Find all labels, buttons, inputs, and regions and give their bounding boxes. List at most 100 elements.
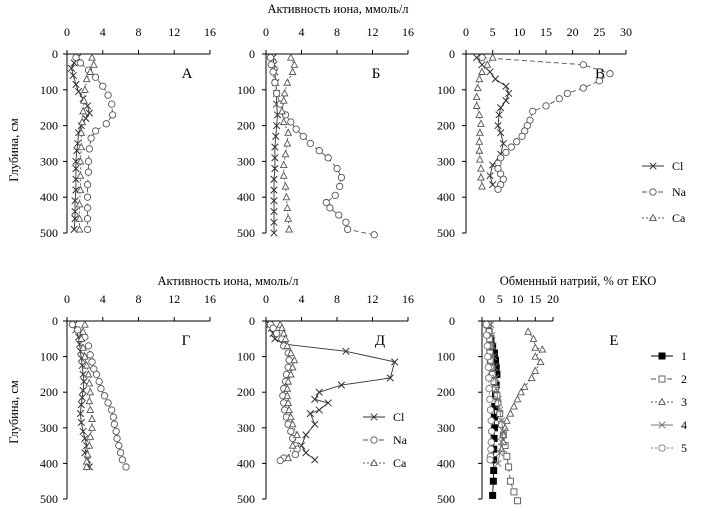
legend-label: Ca [672,211,686,225]
x-tick-label: 10 [512,292,524,306]
y-tick-label: 500 [237,226,255,240]
data-point [478,182,486,190]
legend-marker [649,188,657,196]
data-point [529,107,537,115]
legend-label: Cl [393,410,405,424]
data-point [482,331,491,339]
data-point [102,120,110,128]
data-point [270,175,278,183]
panel-2: 0 4 8 12 16 0 100 200 300 400 500 Б [237,25,414,240]
y-tick-label: 0 [449,47,455,61]
panel-1: 0 4 8 12 16 0 100 200 300 400 500 А [40,25,216,240]
data-point [527,373,536,382]
x-tick-label: 16 [402,292,414,306]
x-tick-label: 4 [299,25,305,39]
data-point [280,89,289,97]
legend-marker [649,162,657,170]
data-point [518,132,526,140]
data-point [279,329,288,337]
panel-5: 0 4 8 12 16 0 100 200 300 400 500 Д Cl Na Ca [237,292,414,506]
data-point [299,132,307,140]
data-point [496,449,504,457]
data-point [472,101,481,109]
data-point [520,382,529,390]
data-point [276,456,284,465]
y-tick-label: 300 [237,154,255,168]
data-point [476,173,485,181]
x-tick-label: 12 [168,292,180,306]
data-point [497,104,505,112]
data-point [79,386,87,395]
data-point [285,225,294,233]
y-axis-title-top: Глубина, см [7,118,21,182]
y-tick-label: 100 [437,350,455,364]
data-point [326,204,334,212]
data-point [487,427,496,436]
data-point [272,329,281,338]
data-point [87,134,95,142]
data-point [489,491,497,499]
y-tick-label: 300 [237,421,255,435]
data-point [487,417,495,425]
series-line [73,324,90,468]
data-point [115,441,123,450]
y-tick-label: 100 [437,83,455,97]
data-point [485,384,493,393]
data-point [343,225,352,234]
legend-marker [370,413,378,421]
data-point [491,374,500,382]
y-tick-label: 100 [237,350,255,364]
data-point [72,53,80,62]
y-tick-label: 500 [40,226,58,240]
data-point [83,450,92,458]
data-point [472,92,481,101]
y-tick-label: 0 [249,47,255,61]
data-point [486,456,494,464]
data-point [82,462,91,471]
data-point [501,423,510,431]
data-point [272,121,281,130]
data-point [79,427,87,436]
data-point [484,352,492,361]
y-tick-label: 100 [40,83,58,97]
data-point [269,68,277,76]
panel-letter: Д [375,333,385,349]
legend-label: 3 [681,395,687,409]
x-tick-label: 16 [402,25,414,39]
data-point [288,67,297,75]
data-point [79,106,88,115]
data-point [293,430,302,438]
data-point [281,182,290,190]
data-point [76,409,85,418]
series-Na [68,320,130,471]
data-point [285,405,294,414]
data-point [78,393,86,402]
bottom-right-axis-title: Обменный натрий, % от ЕКО [500,274,657,288]
data-point [75,200,84,208]
x-tick-label: 20 [567,25,579,39]
data-point [283,139,292,147]
series-4 [487,320,507,468]
data-point [286,53,295,61]
data-point [113,434,121,443]
data-point [279,96,288,104]
data-point [302,449,310,457]
data-point [76,59,85,67]
x-tick-label: 12 [168,25,180,39]
data-point [524,327,533,335]
data-point [82,361,91,369]
data-point [311,395,319,403]
data-point [483,342,491,350]
y-tick-label: 400 [437,190,455,204]
data-point [478,67,486,75]
data-point [475,146,484,154]
data-point [579,61,587,69]
data-point [75,214,84,222]
data-point [475,74,484,83]
data-point [513,138,521,146]
data-point [266,53,275,62]
data-point [306,139,315,148]
data-point [315,388,323,396]
x-tick-label: 0 [479,292,485,306]
